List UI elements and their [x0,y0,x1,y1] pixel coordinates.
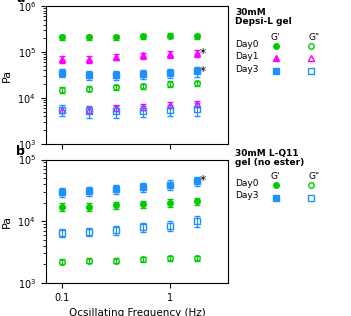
Text: 30mM L-Q11: 30mM L-Q11 [235,149,299,157]
Text: gel (no ester): gel (no ester) [235,158,304,167]
Text: 30mM: 30mM [235,8,266,17]
Text: G': G' [270,33,280,42]
Text: Day3: Day3 [235,65,259,74]
Text: G': G' [270,172,280,181]
Text: Day0: Day0 [235,179,259,188]
Text: a: a [16,0,25,5]
Text: Depsi-L gel: Depsi-L gel [235,17,292,26]
Text: G": G" [309,33,320,42]
X-axis label: Ocsillating Frequency (Hz): Ocsillating Frequency (Hz) [68,308,205,316]
Text: b: b [16,145,25,158]
Y-axis label: Pa: Pa [2,69,12,82]
Text: Day1: Day1 [235,52,259,61]
Text: Day0: Day0 [235,40,259,49]
Text: *: * [200,47,206,60]
Text: *: * [200,174,206,187]
Y-axis label: Pa: Pa [2,215,12,228]
Text: *: * [200,65,206,78]
Text: Day3: Day3 [235,191,259,200]
Text: G": G" [309,172,320,181]
